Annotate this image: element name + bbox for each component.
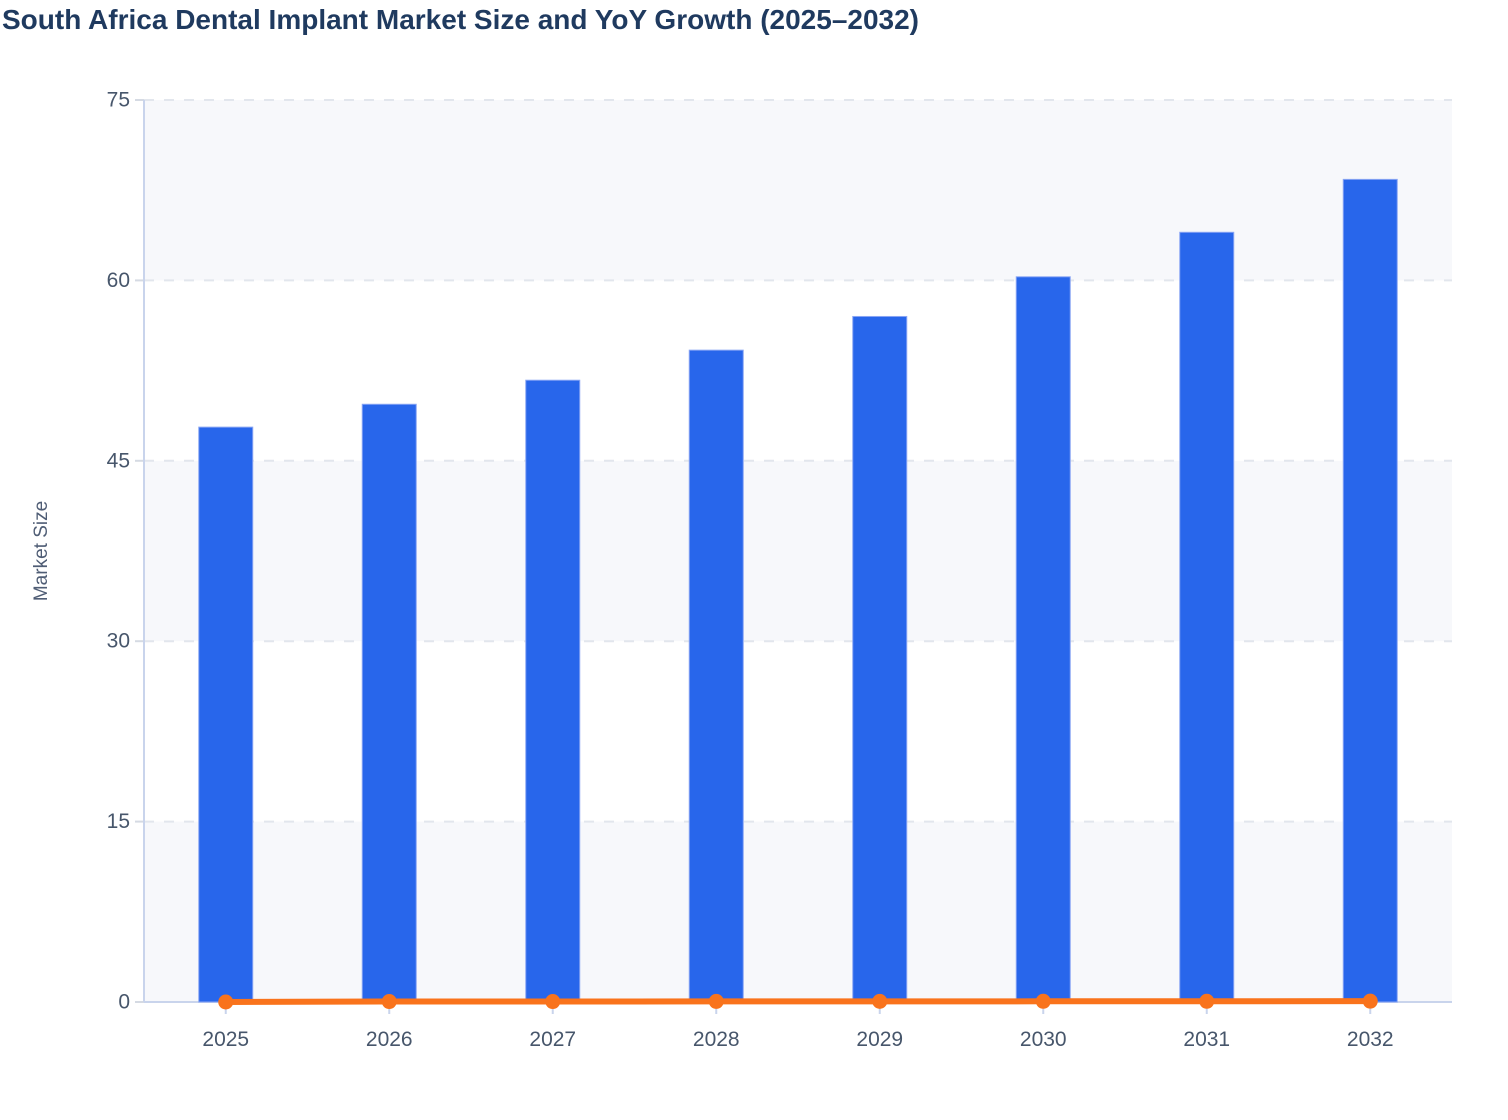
plot-band-0-15: [144, 821, 1452, 1002]
yoy-marker-2031[interactable]: [1199, 993, 1215, 1009]
bar-2028[interactable]: [688, 349, 744, 1003]
y-tick-label-15: 15: [107, 810, 130, 833]
bar-2030[interactable]: [1015, 276, 1071, 1003]
yoy-line: [222, 998, 1374, 1005]
yoy-marker-2030[interactable]: [1035, 993, 1051, 1009]
x-tick-label-2027: 2027: [529, 1028, 576, 1051]
yoy-marker-2025[interactable]: [218, 994, 234, 1010]
x-tick-label-2026: 2026: [366, 1028, 413, 1051]
y-tick-label-60: 60: [107, 269, 130, 292]
bar-2032[interactable]: [1342, 178, 1398, 1003]
yoy-marker-2028[interactable]: [708, 993, 724, 1009]
x-tick-label-2029: 2029: [856, 1028, 903, 1051]
y-tick-label-45: 45: [107, 449, 130, 472]
yoy-marker-2027[interactable]: [545, 994, 561, 1010]
x-tick-label-2032: 2032: [1347, 1028, 1394, 1051]
plot-band-30-45: [144, 460, 1452, 642]
x-tick-label-2030: 2030: [1020, 1028, 1067, 1051]
y-tick-label-30: 30: [107, 630, 130, 653]
yoy-marker-2026[interactable]: [381, 994, 397, 1010]
bar-2026[interactable]: [361, 403, 417, 1003]
chart-title: South Africa Dental Implant Market Size …: [2, 4, 919, 35]
y-tick-label-0: 0: [118, 991, 130, 1014]
bar-2031[interactable]: [1179, 231, 1235, 1003]
y-tick-label-75: 75: [107, 89, 130, 112]
x-tick-label-2028: 2028: [693, 1028, 740, 1051]
x-tick-label-2025: 2025: [202, 1028, 249, 1051]
yoy-marker-2032[interactable]: [1362, 993, 1378, 1009]
bar-2027[interactable]: [525, 379, 581, 1003]
plot-band-60-75: [144, 100, 1452, 281]
bar-2029[interactable]: [852, 315, 908, 1003]
yoy-marker-2029[interactable]: [872, 993, 888, 1009]
x-tick-label-2031: 2031: [1183, 1028, 1230, 1051]
bar-2025[interactable]: [198, 426, 254, 1003]
